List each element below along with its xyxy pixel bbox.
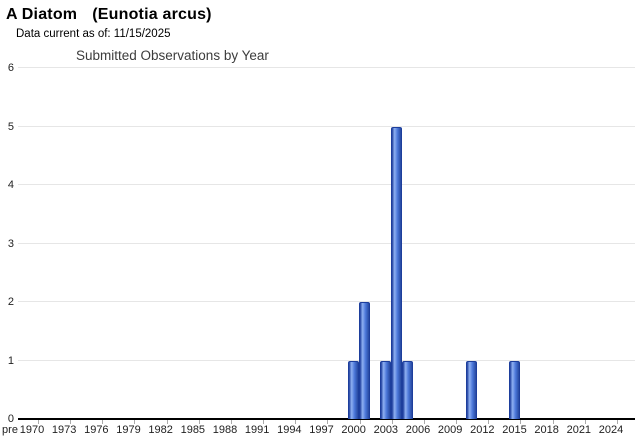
x-tick-label: 1994 <box>277 424 302 436</box>
gridline <box>18 359 635 361</box>
x-tick-label: 2018 <box>534 424 559 436</box>
x-tick-mark <box>488 420 490 424</box>
x-tick-mark <box>134 420 136 424</box>
y-tick-label: 4 <box>7 179 14 191</box>
x-tick-mark <box>230 420 232 424</box>
x-tick-mark <box>102 420 104 424</box>
y-tick-label: 3 <box>7 237 14 250</box>
gridline <box>18 301 635 302</box>
species-common-name: A Diatom <box>6 6 78 23</box>
x-tick-mark <box>359 420 361 424</box>
x-tick-mark <box>552 420 554 424</box>
x-tick-label: 1976 <box>84 424 109 436</box>
y-tick-label: 1 <box>7 354 14 367</box>
x-tick-label: 2015 <box>502 424 527 436</box>
x-tick-label: 1973 <box>51 424 77 436</box>
gridline <box>18 67 635 68</box>
x-tick-label: 2006 <box>405 424 431 436</box>
bar-2011[interactable] <box>466 360 478 419</box>
y-tick-label: 2 <box>7 296 14 308</box>
x-axis-line <box>18 418 635 420</box>
x-tick-label: 2012 <box>470 424 495 436</box>
x-tick-mark <box>391 420 393 424</box>
bar-2004[interactable] <box>391 126 403 419</box>
y-tick-label: 0 <box>7 413 14 425</box>
x-tick-label: 1997 <box>309 424 334 436</box>
x-tick-mark <box>70 420 72 424</box>
x-tick-label: 1970 <box>19 424 45 436</box>
x-tick-label: 1985 <box>180 424 206 436</box>
gridline <box>18 242 635 244</box>
x-tick-label: 2024 <box>598 424 624 436</box>
x-tick-mark <box>423 420 425 424</box>
x-tick-label: 1982 <box>148 424 173 436</box>
x-tick-mark <box>38 420 39 424</box>
x-tick-mark <box>520 420 522 424</box>
x-tick-label: 2000 <box>341 424 366 436</box>
y-tick-label: 6 <box>7 62 14 74</box>
x-tick-label: 2009 <box>437 424 463 436</box>
species-scientific-name: (Eunotia arcus) <box>92 6 212 23</box>
x-tick-mark <box>456 420 458 424</box>
bar-2003[interactable] <box>380 360 392 419</box>
x-tick-mark <box>616 420 618 424</box>
x-tick-mark <box>327 420 329 424</box>
bar-2000[interactable] <box>348 360 360 419</box>
x-tick-label: pre <box>2 424 18 436</box>
gridline <box>18 184 635 185</box>
gridline <box>18 125 635 127</box>
page-title: A Diatom (Eunotia arcus) <box>6 6 212 24</box>
bar-2015[interactable] <box>508 360 520 419</box>
x-tick-mark <box>198 420 200 424</box>
chart-title: Submitted Observations by Year <box>76 48 269 63</box>
x-tick-label: 1991 <box>244 424 270 436</box>
x-tick-mark <box>166 420 168 424</box>
x-tick-label: 1988 <box>212 424 238 436</box>
x-tick-label: 2003 <box>373 424 399 436</box>
x-tick-label: 1979 <box>116 424 141 436</box>
x-tick-label: 2021 <box>566 424 592 436</box>
data-current-note: Data current as of: 11/15/2025 <box>16 28 171 40</box>
y-tick-label: 5 <box>7 120 14 133</box>
bar-2005[interactable] <box>401 360 413 419</box>
x-tick-mark <box>584 420 586 424</box>
x-tick-mark <box>295 420 297 424</box>
x-tick-mark <box>263 420 265 424</box>
bar-2001[interactable] <box>358 302 370 419</box>
